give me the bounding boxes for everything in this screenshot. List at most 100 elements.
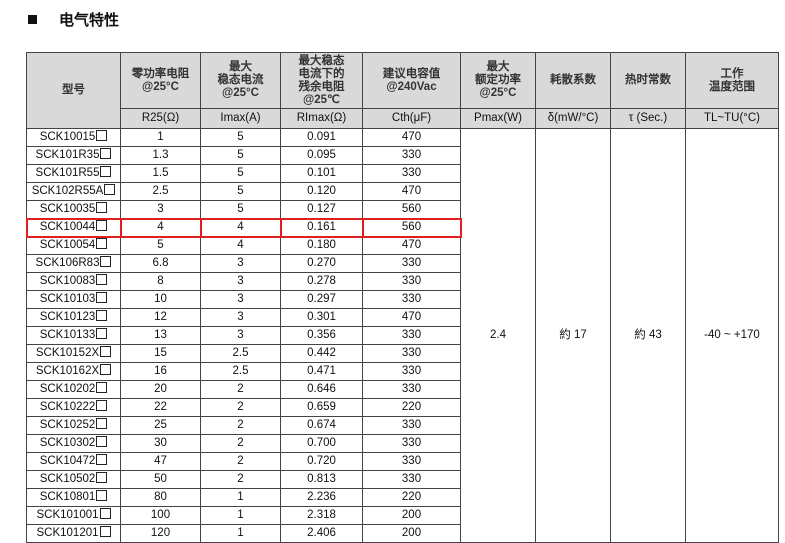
cth-cell: 330 [362,272,461,291]
rimax-cell: 2.318 [280,506,363,525]
imax-cell: 2 [200,452,281,471]
table-row: SCK10015 1 5 0.091 470 2.4 約 17 約 43 -40 ~ +170 [26,128,779,543]
table-row: SCK101201 120 1 2.406 200 [26,524,779,543]
rimax-cell: 0.356 [280,326,363,345]
cth-cell: 330 [362,344,461,363]
rimax-cell: 0.674 [280,416,363,435]
imax-cell: 3 [200,308,281,327]
checkbox-placeholder-icon [96,436,108,447]
unit-delta: δ(mW/°C) [535,108,611,129]
table-row: SCK10801 80 1 2.236 220 [26,488,779,507]
table-row: SCK106R83 6.8 3 0.270 330 [26,254,779,273]
checkbox-placeholder-icon [96,274,108,285]
imax-cell: 5 [200,200,281,219]
header-rimax: 最大稳态 电流下的 残余电阻 @25℃ [280,52,363,109]
imax-cell: 5 [200,164,281,183]
table-row: SCK10133 13 3 0.356 330 [26,326,779,345]
rimax-cell: 0.127 [280,200,363,219]
checkbox-placeholder-icon [96,454,108,465]
checkbox-placeholder-icon [96,328,108,339]
delta-shared-cell: 約 17 [535,128,611,543]
r25-cell: 4 [119,217,202,238]
cth-cell: 330 [362,380,461,399]
checkbox-placeholder-icon [96,130,108,141]
checkbox-placeholder-icon [104,184,116,195]
model-cell: SCK10103 [26,290,121,309]
r25-cell: 12 [120,308,201,327]
r25-cell: 8 [120,272,201,291]
header-delta: 耗散系数 [535,52,611,109]
header-r25: 零功率电阻 @25°C [120,52,201,109]
model-cell: SCK10123 [26,308,121,327]
table-row: SCK10123 12 3 0.301 470 [26,308,779,327]
imax-cell: 2.5 [200,344,281,363]
cth-cell: 330 [362,164,461,183]
unit-pmax: Pmax(W) [460,108,536,129]
model-cell: SCK10152X [26,344,121,363]
r25-cell: 120 [120,524,201,543]
cth-cell: 330 [362,416,461,435]
cth-cell: 330 [362,254,461,273]
rimax-cell: 0.180 [280,236,363,255]
table-row: SCK102R55A 2.5 5 0.120 470 [26,182,779,201]
model-cell: SCK101R35 [26,146,121,165]
r25-cell: 22 [120,398,201,417]
r25-cell: 100 [120,506,201,525]
header-temp: 工作 温度范围 [685,52,779,109]
checkbox-placeholder-icon [96,238,108,249]
cth-cell: 220 [362,488,461,507]
model-cell: SCK10502 [26,470,121,489]
table-row: SCK10044 4 4 0.161 560 [25,217,779,238]
rimax-cell: 0.471 [280,362,363,381]
rimax-cell: 0.091 [280,128,363,147]
r25-cell: 1.3 [120,146,201,165]
table-row: SCK101001 100 1 2.318 200 [26,506,779,525]
model-cell: SCK10083 [26,272,121,291]
imax-cell: 2 [200,434,281,453]
r25-cell: 3 [120,200,201,219]
r25-cell: 5 [120,236,201,255]
checkbox-placeholder-icon [96,292,108,303]
header-tau: 热时常数 [610,52,686,109]
imax-cell: 4 [199,217,282,238]
cth-cell: 200 [362,506,461,525]
cth-cell: 220 [362,398,461,417]
table-row: SCK10472 47 2 0.720 330 [26,452,779,471]
checkbox-placeholder-icon [96,202,108,213]
unit-rimax: RImax(Ω) [280,108,363,129]
checkbox-placeholder-icon [100,166,112,177]
checkbox-placeholder-icon [96,310,108,321]
rimax-cell: 0.700 [280,434,363,453]
checkbox-placeholder-icon [99,526,111,537]
rimax-cell: 0.278 [280,272,363,291]
table-row: SCK101R55 1.5 5 0.101 330 [26,164,779,183]
imax-cell: 1 [200,506,281,525]
model-cell: SCK10162X [26,362,121,381]
model-cell: SCK10035 [26,200,121,219]
r25-cell: 20 [120,380,201,399]
r25-cell: 1.5 [120,164,201,183]
rimax-cell: 0.659 [280,398,363,417]
checkbox-placeholder-icon [100,346,112,357]
r25-cell: 16 [120,362,201,381]
unit-imax: Imax(A) [200,108,281,129]
temp-shared-cell: -40 ~ +170 [685,128,779,543]
imax-cell: 2 [200,398,281,417]
checkbox-placeholder-icon [96,220,108,231]
header-pmax: 最大 额定功率 @25°C [460,52,536,109]
rimax-cell: 0.646 [280,380,363,399]
unit-cth: Cth(μF) [362,108,461,129]
imax-cell: 1 [200,488,281,507]
model-cell: SCK10472 [26,452,121,471]
rimax-cell: 0.720 [280,452,363,471]
r25-cell: 6.8 [120,254,201,273]
checkbox-placeholder-icon [100,364,112,375]
cth-cell: 560 [362,200,461,219]
r25-cell: 2.5 [120,182,201,201]
section-title: 电气特性 [28,9,119,30]
cth-cell: 470 [362,128,461,147]
electrical-characteristics-table: 型号 零功率电阻 @25°C 最大 稳态电流 @25°C 最大稳态 电流下的 残… [25,52,779,543]
r25-cell: 80 [120,488,201,507]
model-cell: SCK106R83 [26,254,121,273]
r25-cell: 47 [120,452,201,471]
